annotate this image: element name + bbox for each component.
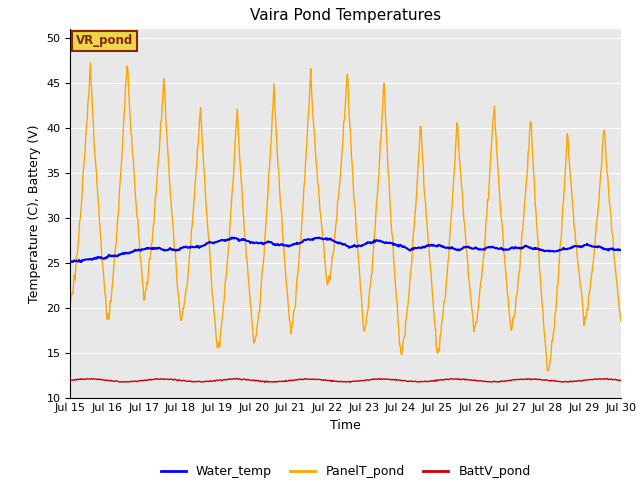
Title: Vaira Pond Temperatures: Vaira Pond Temperatures bbox=[250, 9, 441, 24]
X-axis label: Time: Time bbox=[330, 419, 361, 432]
Y-axis label: Temperature (C), Battery (V): Temperature (C), Battery (V) bbox=[28, 124, 41, 303]
Text: VR_pond: VR_pond bbox=[76, 35, 133, 48]
Legend: Water_temp, PanelT_pond, BattV_pond: Water_temp, PanelT_pond, BattV_pond bbox=[156, 460, 536, 480]
